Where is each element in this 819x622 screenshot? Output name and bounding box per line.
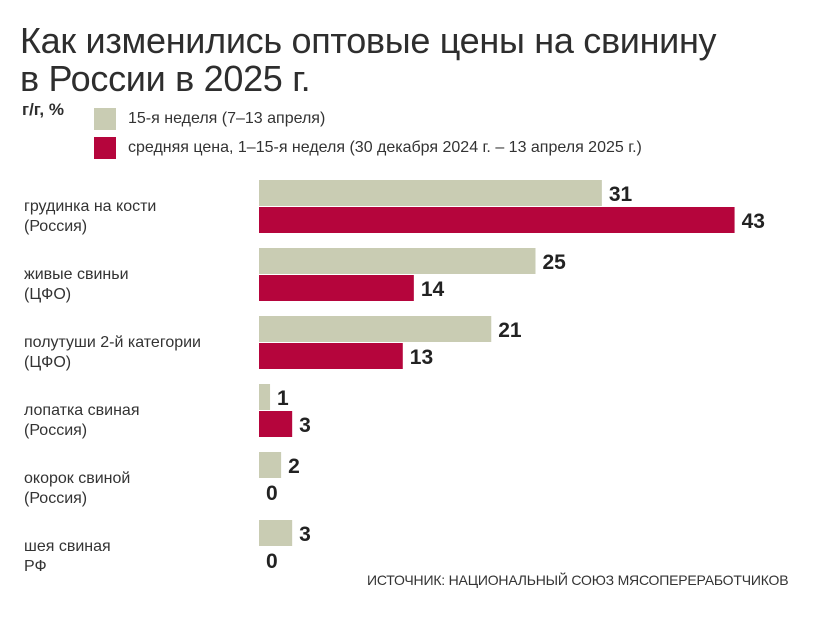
bar-week15 xyxy=(259,316,492,342)
category-label-line1: лопатка свиная xyxy=(24,402,139,419)
value-label-week15: 1 xyxy=(277,387,289,410)
category-label-line2: (ЦФО) xyxy=(24,354,71,371)
chart-title-line-2: в России в 2025 г. xyxy=(20,58,311,99)
bar-week15 xyxy=(259,520,293,546)
legend-label-week15: 15-я неделя (7–13 апреля) xyxy=(128,110,326,127)
category-label-line2: РФ xyxy=(24,558,47,575)
category-label-line2: (Россия) xyxy=(24,490,87,507)
source-note: ИСТОЧНИК: НАЦИОНАЛЬНЫЙ СОЮЗ МЯСОПЕРЕРАБО… xyxy=(367,572,789,588)
bar-average xyxy=(259,207,735,233)
value-label-average: 43 xyxy=(742,210,765,233)
chart-title: Как изменились оптовые цены на свинину в… xyxy=(20,20,717,99)
category-label-line1: полутуши 2-й категории xyxy=(24,334,201,351)
value-label-week15: 31 xyxy=(609,183,633,206)
category-label-line1: живые свиньи xyxy=(24,266,129,283)
value-label-average: 13 xyxy=(410,346,433,369)
value-label-average: 0 xyxy=(266,482,278,505)
unit-label: г/г, % xyxy=(22,100,64,119)
category-label-line2: (Россия) xyxy=(24,422,87,439)
value-label-week15: 2 xyxy=(288,455,300,478)
category-label-line2: (ЦФО) xyxy=(24,286,71,303)
bar-week15 xyxy=(259,180,602,206)
bar-week15 xyxy=(259,248,536,274)
value-label-average: 14 xyxy=(421,278,445,301)
category-label-line1: грудинка на кости xyxy=(24,198,156,215)
bar-week15 xyxy=(259,452,282,478)
bar-average xyxy=(259,275,414,301)
value-label-week15: 25 xyxy=(543,251,567,274)
value-label-average: 3 xyxy=(299,414,311,437)
category-label-line2: (Россия) xyxy=(24,218,87,235)
value-label-average: 0 xyxy=(266,550,278,573)
legend-swatch-average xyxy=(94,137,116,159)
category-label-line1: шея свиная xyxy=(24,538,111,555)
chart-title-line-1: Как изменились оптовые цены на свинину xyxy=(20,20,717,61)
value-label-week15: 21 xyxy=(498,319,522,342)
bar-average xyxy=(259,343,403,369)
legend-swatch-week15 xyxy=(94,108,116,130)
legend-item-average: средняя цена, 1–15-я неделя (30 декабря … xyxy=(94,136,642,160)
category-label-line1: окорок свиной xyxy=(24,470,130,487)
value-label-week15: 3 xyxy=(299,523,311,546)
legend-label-average: средняя цена, 1–15-я неделя (30 декабря … xyxy=(128,139,642,156)
bar-average xyxy=(259,411,293,437)
legend-item-week15: 15-я неделя (7–13 апреля) xyxy=(94,107,325,131)
bar-week15 xyxy=(259,384,271,410)
